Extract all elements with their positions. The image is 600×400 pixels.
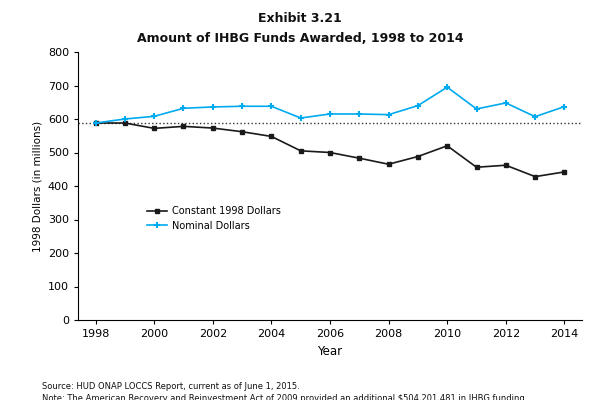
Nominal Dollars (356, 112, 363, 116)
Legend: Constant 1998 Dollars, Nominal Dollars: Constant 1998 Dollars, Nominal Dollars (143, 202, 284, 235)
Nominal Dollars (268, 104, 275, 109)
Nominal Dollars (385, 112, 392, 117)
Constant 1998 Dollars (92, 121, 99, 126)
Constant 1998 Dollars (443, 143, 451, 148)
Nominal Dollars (443, 85, 451, 90)
Nominal Dollars (238, 104, 245, 109)
Constant 1998 Dollars (180, 124, 187, 129)
Nominal Dollars (561, 104, 568, 109)
Constant 1998 Dollars (238, 129, 245, 134)
Constant 1998 Dollars (561, 170, 568, 174)
Constant 1998 Dollars (209, 126, 217, 130)
Line: Constant 1998 Dollars: Constant 1998 Dollars (93, 120, 567, 179)
Constant 1998 Dollars (356, 156, 363, 160)
Text: Exhibit 3.21: Exhibit 3.21 (258, 12, 342, 25)
Text: Note: The American Recovery and Reinvestment Act of 2009 provided an additional : Note: The American Recovery and Reinvest… (42, 394, 527, 400)
Nominal Dollars (209, 104, 217, 109)
Nominal Dollars (297, 116, 304, 120)
Nominal Dollars (121, 117, 128, 122)
Constant 1998 Dollars (297, 148, 304, 153)
Nominal Dollars (532, 114, 539, 119)
Constant 1998 Dollars (385, 162, 392, 167)
Constant 1998 Dollars (532, 174, 539, 179)
Nominal Dollars (415, 103, 422, 108)
Constant 1998 Dollars (502, 163, 509, 168)
Line: Nominal Dollars: Nominal Dollars (92, 84, 568, 126)
Nominal Dollars (151, 114, 158, 119)
Constant 1998 Dollars (326, 150, 334, 155)
X-axis label: Year: Year (317, 344, 343, 358)
Nominal Dollars (180, 106, 187, 111)
Y-axis label: 1998 Dollars (in millions): 1998 Dollars (in millions) (32, 120, 42, 252)
Constant 1998 Dollars (151, 126, 158, 131)
Constant 1998 Dollars (121, 121, 128, 126)
Nominal Dollars (92, 121, 99, 126)
Nominal Dollars (326, 112, 334, 116)
Nominal Dollars (502, 100, 509, 105)
Constant 1998 Dollars (473, 165, 480, 170)
Text: Source: HUD ONAP LOCCS Report, current as of June 1, 2015.: Source: HUD ONAP LOCCS Report, current a… (42, 382, 300, 391)
Constant 1998 Dollars (268, 134, 275, 139)
Constant 1998 Dollars (415, 154, 422, 159)
Nominal Dollars (473, 106, 480, 111)
Text: Amount of IHBG Funds Awarded, 1998 to 2014: Amount of IHBG Funds Awarded, 1998 to 20… (137, 32, 463, 45)
